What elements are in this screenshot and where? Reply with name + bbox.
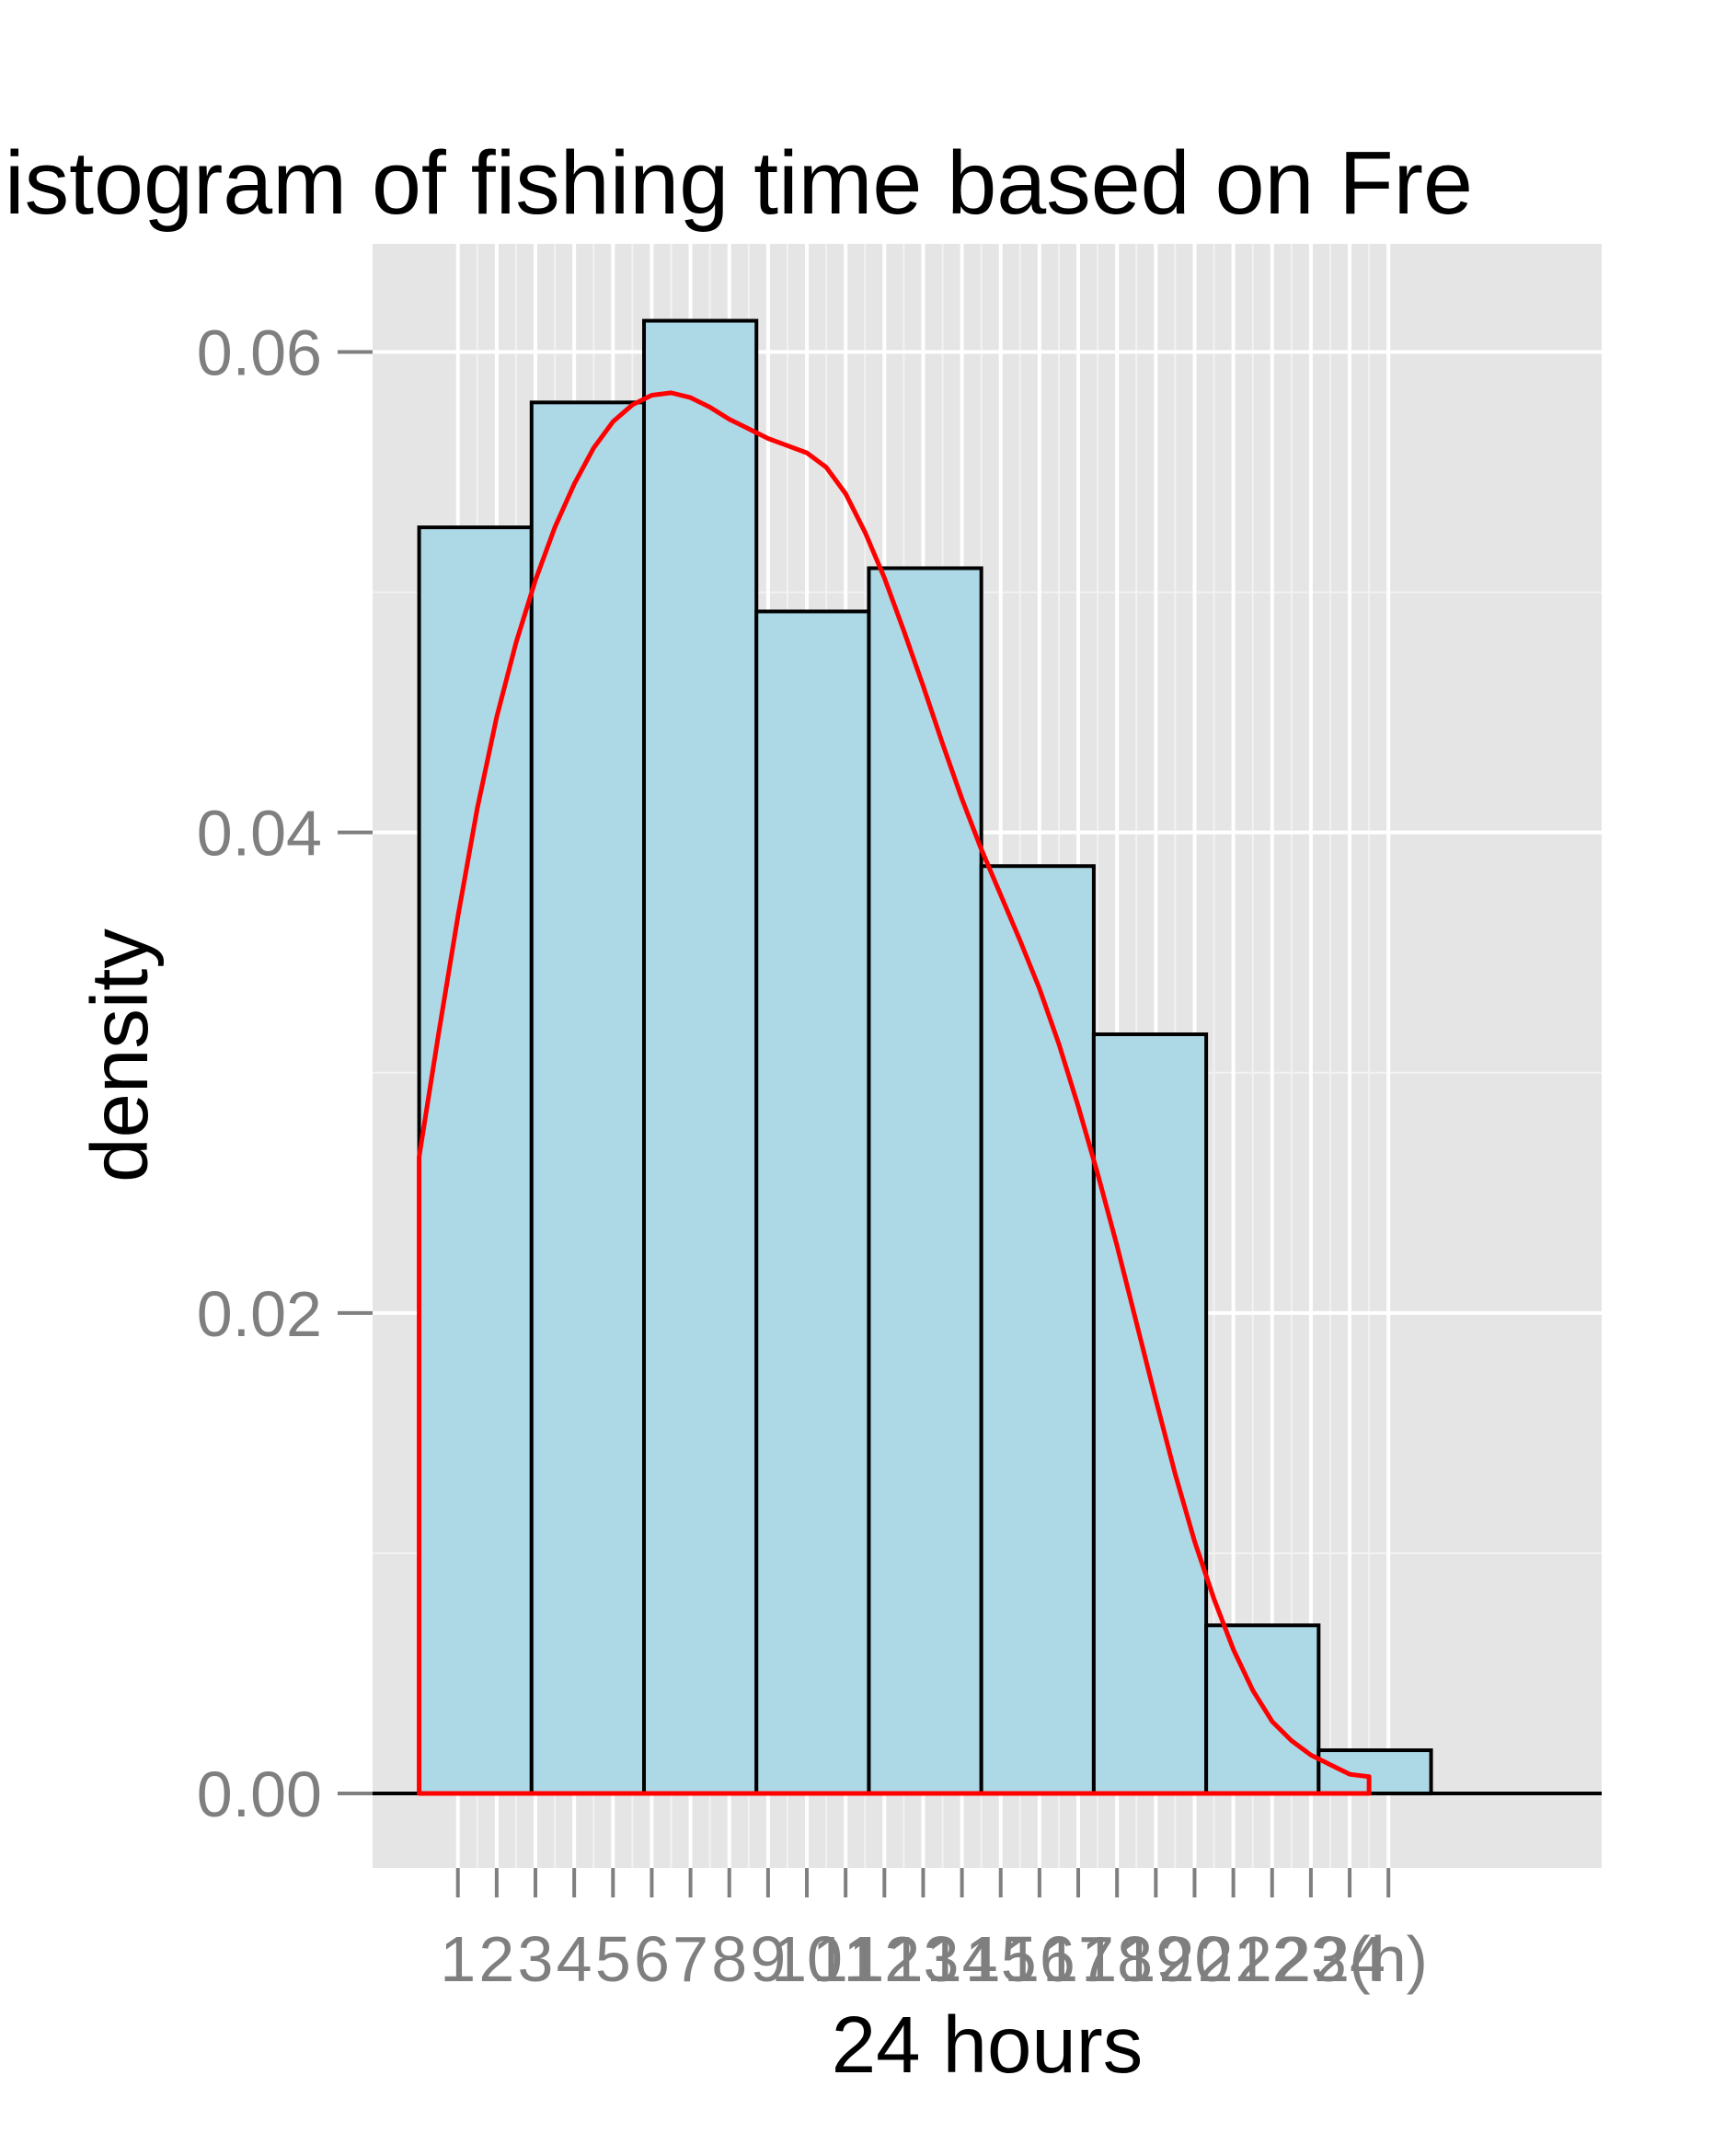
x-tick-label: 11 [812, 1923, 879, 1995]
histogram-bar [754, 609, 871, 1796]
x-tick-label: (h) [1349, 1923, 1428, 1995]
x-tick-label: 6 [634, 1923, 670, 1995]
x-tick-label: 22 [1236, 1923, 1308, 1995]
x-tick-label: 16 [1004, 1923, 1075, 1995]
x-tick-label: 17 [1042, 1923, 1114, 1995]
x-tick-label: 2 [478, 1923, 514, 1995]
x-tick-label: 24 [1314, 1923, 1385, 1995]
x-axis-title: 24 hours [832, 2000, 1144, 2090]
x-tick-label: 9 [750, 1923, 786, 1995]
x-tick-label: 23 [1275, 1923, 1347, 1995]
x-tick-label: 18 [1081, 1923, 1153, 1995]
y-tick-label: 0.00 [197, 1758, 322, 1830]
x-tick-label: 4 [557, 1923, 592, 1995]
x-tick-label: 21 [1198, 1923, 1270, 1995]
chart-title: Histogram of fishing time based on Fre [0, 133, 1473, 233]
x-tick-label: 19 [1120, 1923, 1191, 1995]
histogram-bar [642, 318, 759, 1796]
x-tick-label: 5 [595, 1923, 631, 1995]
histogram-bar [867, 566, 983, 1796]
histogram-bar [979, 864, 1096, 1796]
histogram-bar [1316, 1748, 1433, 1796]
x-tick-label: 7 [673, 1923, 708, 1995]
x-axis: 1 2 3 4 5 6 7 8 9101112131415161718192021222324(… [440, 1868, 1428, 1995]
x-tick-label: 14 [926, 1923, 998, 1995]
histogram-bar [529, 400, 647, 1796]
y-axis-title: density [75, 928, 165, 1182]
x-tick-label: 15 [965, 1923, 1037, 1995]
histogram-bar [417, 525, 534, 1796]
x-tick-label: 12 [848, 1923, 920, 1995]
y-axis: 0.00 0.02 0.04 0.06 [197, 317, 373, 1830]
density-curve [417, 390, 1372, 1796]
histogram-bar [1091, 1032, 1209, 1796]
x-tick-label: 1 [440, 1923, 476, 1995]
x-tick-label: 3 [518, 1923, 554, 1995]
x-tick-label: 20 [1159, 1923, 1231, 1995]
x-tick-label: 10 [771, 1923, 843, 1995]
x-tick-label: 13 [888, 1923, 960, 1995]
x-tick-label: 8 [711, 1923, 747, 1995]
y-tick-label: 0.02 [197, 1278, 322, 1350]
histogram-bars [417, 318, 1433, 1796]
y-tick-label: 0.06 [197, 317, 322, 388]
y-tick-label: 0.04 [197, 798, 322, 870]
